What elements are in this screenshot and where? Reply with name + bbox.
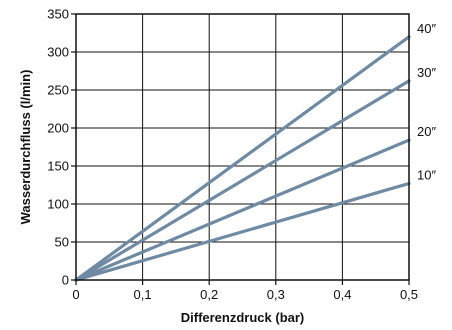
y-tick-label: 200 [47, 121, 69, 136]
series-label: 30″ [417, 65, 436, 80]
y-tick-label: 100 [47, 197, 69, 212]
x-tick-label: 0,4 [333, 287, 351, 302]
x-tick-label: 0,5 [400, 287, 418, 302]
grid [75, 13, 410, 281]
series-lines [74, 35, 411, 282]
series-line-3 [74, 138, 411, 282]
x-tick-label: 0,2 [200, 287, 218, 302]
series-labels: 40″ 30″ 20″ 10″ [417, 21, 436, 183]
axis-ticks: 0 50 100 150 200 250 300 350 0 0,1 0,2 0,3 0,4 0,5 [47, 7, 418, 303]
series-label: 20″ [417, 124, 436, 139]
series-label: 10″ [417, 167, 436, 182]
x-tick-label: 0,1 [134, 287, 152, 302]
x-axis-title: Differenzdruck (bar) [181, 310, 305, 325]
series-line-2 [74, 79, 411, 282]
x-tick-label: 0,3 [267, 287, 285, 302]
y-tick-label: 250 [47, 83, 69, 98]
plot-frame [75, 13, 410, 281]
x-tick-label: 0 [72, 287, 79, 302]
y-tick-label: 50 [55, 235, 69, 250]
y-tick-label: 300 [47, 45, 69, 60]
y-tick-label: 350 [47, 7, 69, 22]
series-line-1 [74, 35, 411, 282]
y-axis-title: Wasserdurchfluss (l/min) [18, 70, 33, 225]
y-tick-label: 150 [47, 159, 69, 174]
series-line-4 [74, 181, 411, 282]
y-tick-label: 0 [62, 273, 69, 288]
series-label: 40″ [417, 21, 436, 36]
